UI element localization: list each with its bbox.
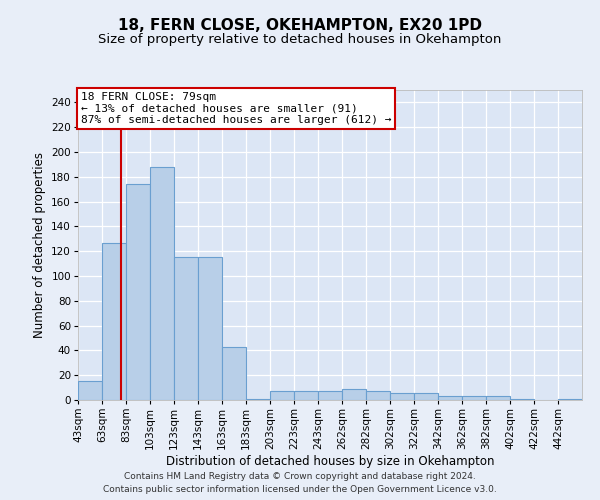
Bar — [487, 396, 509, 400]
X-axis label: Distribution of detached houses by size in Okehampton: Distribution of detached houses by size … — [166, 454, 494, 468]
Bar — [151, 167, 173, 400]
Bar — [439, 396, 461, 400]
Bar — [79, 382, 101, 400]
Bar — [511, 399, 533, 400]
Bar — [415, 392, 437, 400]
Text: Contains HM Land Registry data © Crown copyright and database right 2024.: Contains HM Land Registry data © Crown c… — [124, 472, 476, 481]
Bar — [223, 346, 245, 400]
Bar — [463, 396, 485, 400]
Bar — [271, 392, 293, 400]
Bar — [127, 184, 149, 400]
Bar — [175, 258, 197, 400]
Bar — [247, 399, 269, 400]
Bar — [295, 392, 317, 400]
Bar — [367, 392, 389, 400]
Text: 18, FERN CLOSE, OKEHAMPTON, EX20 1PD: 18, FERN CLOSE, OKEHAMPTON, EX20 1PD — [118, 18, 482, 32]
Text: 18 FERN CLOSE: 79sqm
← 13% of detached houses are smaller (91)
87% of semi-detac: 18 FERN CLOSE: 79sqm ← 13% of detached h… — [80, 92, 391, 124]
Bar — [319, 392, 341, 400]
Text: Size of property relative to detached houses in Okehampton: Size of property relative to detached ho… — [98, 32, 502, 46]
Bar — [559, 399, 581, 400]
Text: Contains public sector information licensed under the Open Government Licence v3: Contains public sector information licen… — [103, 485, 497, 494]
Bar — [199, 258, 221, 400]
Y-axis label: Number of detached properties: Number of detached properties — [33, 152, 46, 338]
Bar — [103, 242, 125, 400]
Bar — [343, 389, 365, 400]
Bar — [391, 392, 413, 400]
